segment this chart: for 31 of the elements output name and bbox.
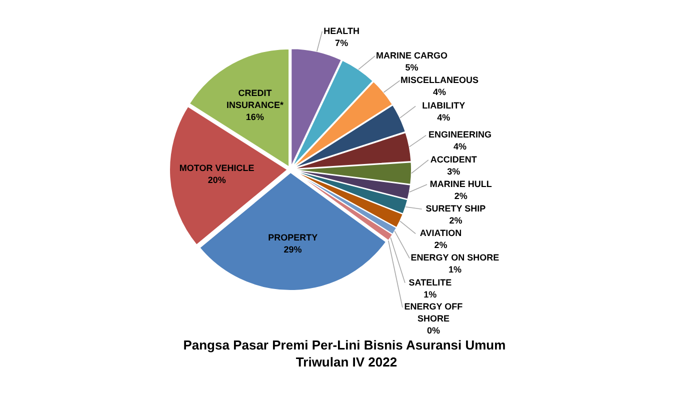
slice-label: MARINE HULL: [430, 178, 492, 189]
data-label: 7%: [335, 38, 348, 48]
text: Pangsa Pasar Premi Per-Lini Bisnis Asuransi Umum Triwulan IV 2022: [183, 338, 506, 370]
data-label: 1%: [448, 264, 462, 275]
slice-label: ENGINEERING: [428, 130, 492, 140]
data-label: 4%: [433, 86, 446, 97]
category-label: ENERGY OFF SHORE: [404, 301, 463, 324]
data-label: 2%: [454, 190, 468, 201]
slice-label: MOTOR VEHICLE: [179, 163, 254, 174]
slice-label: AVIATION: [420, 228, 462, 238]
slice-label: MISCELLANEOUS: [400, 74, 479, 85]
data-label: 20%: [208, 175, 226, 186]
slice-label: PROPERTY: [268, 232, 318, 242]
data-label: 29%: [284, 244, 302, 254]
data-label: 16%: [246, 112, 264, 122]
data-label: 2%: [449, 216, 462, 226]
data-label: 4%: [437, 112, 450, 123]
data-label: 5%: [405, 62, 418, 72]
slice-label: SATELITE: [408, 277, 452, 288]
data-label: 3%: [447, 166, 460, 176]
text: 0%: [427, 325, 440, 336]
slice-label: ENERGY ON SHORE: [410, 252, 500, 263]
slice-label: CREDIT INSURANCE*: [226, 88, 284, 110]
data-label: 1%: [424, 289, 437, 300]
slice-label: HEALTH: [324, 26, 360, 36]
slice-label: LIABILITY: [422, 100, 466, 111]
slice-label: SURETY SHIP: [426, 204, 486, 214]
slice-label: MARINE CARGO: [376, 50, 448, 60]
data-label: 4%: [453, 142, 467, 152]
slice-label: ACCIDENT: [430, 154, 478, 164]
data-label: 2%: [434, 240, 448, 250]
